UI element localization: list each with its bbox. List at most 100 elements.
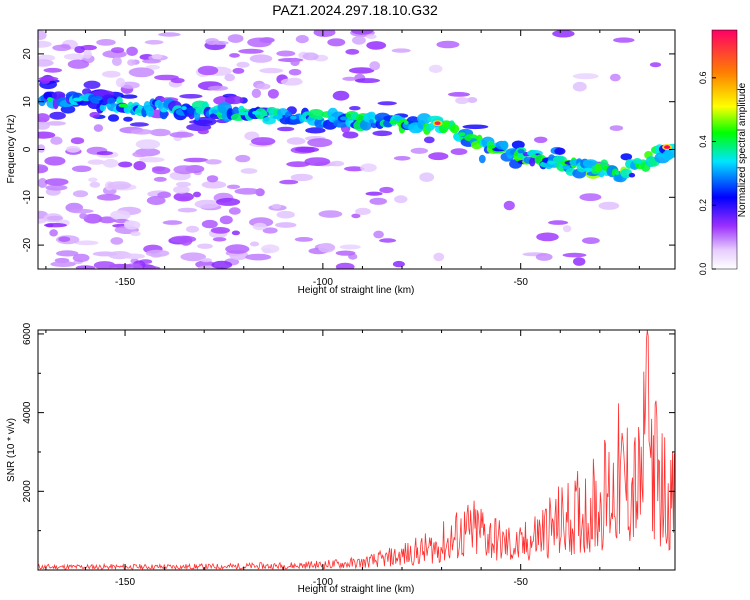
noise-blob <box>38 113 50 123</box>
noise-blob <box>170 77 185 84</box>
noise-blob <box>38 40 52 48</box>
noise-blob <box>197 243 213 249</box>
noise-blob <box>318 242 336 253</box>
noise-blob <box>377 101 397 106</box>
ridge-core <box>614 171 620 176</box>
noise-blob <box>211 260 233 269</box>
noise-blob <box>44 178 69 186</box>
noise-blob <box>179 235 193 246</box>
noise-blob <box>228 207 241 215</box>
noise-blob <box>259 67 284 74</box>
noise-blob <box>38 59 54 67</box>
noise-blob <box>145 249 170 257</box>
noise-blob <box>552 30 575 38</box>
noise-blob <box>379 238 397 243</box>
noise-blob <box>256 83 271 90</box>
ridge-blob <box>417 113 432 125</box>
noise-blob <box>50 261 76 267</box>
noise-blob <box>96 39 116 46</box>
noise-blob <box>63 53 85 60</box>
ridge-core <box>47 97 53 102</box>
ridge-core <box>181 106 187 111</box>
noise-blob <box>130 129 153 135</box>
noise-blob <box>173 192 194 202</box>
noise-blob <box>205 38 220 45</box>
noise-blob <box>43 213 63 223</box>
noise-blob <box>372 130 393 137</box>
noise-blob <box>107 181 132 190</box>
snr-axis-ticks: -150 -100 -50 2000 4000 6000 <box>22 322 675 588</box>
noise-blob <box>313 30 336 37</box>
ridge-core <box>72 97 83 102</box>
noise-blob <box>121 94 138 99</box>
noise-blob <box>96 194 121 201</box>
ridge-core <box>562 165 571 170</box>
noise-blob <box>277 126 295 132</box>
noise-blob <box>72 253 90 263</box>
noise-blob <box>548 220 569 225</box>
noise-blob <box>290 57 300 67</box>
ridge-core <box>340 116 348 121</box>
noise-blob <box>93 124 104 132</box>
noise-blob <box>225 244 250 254</box>
noise-blob <box>535 253 553 261</box>
noise-blob <box>393 156 411 161</box>
noise-blob <box>562 225 572 233</box>
noise-blob <box>433 252 445 262</box>
noise-blob <box>162 220 183 225</box>
noise-blob <box>379 186 394 194</box>
noise-blob <box>111 47 125 54</box>
noise-blob <box>355 207 371 215</box>
noise-blob <box>503 200 515 211</box>
noise-blob <box>419 172 435 182</box>
noise-blob <box>194 199 220 209</box>
noise-blob <box>436 40 460 49</box>
noise-blob <box>58 236 71 242</box>
noise-blob <box>247 37 272 48</box>
noise-blob <box>67 59 90 69</box>
noise-blob <box>391 48 411 53</box>
noise-blob <box>226 184 241 189</box>
noise-blob <box>109 263 129 269</box>
noise-blob <box>234 188 261 195</box>
noise-blob <box>153 176 167 182</box>
noise-blob <box>288 68 302 76</box>
noise-blob <box>355 78 380 84</box>
noise-blob <box>249 241 260 247</box>
noise-blob <box>157 191 172 199</box>
x-tick-label: -150 <box>115 277 135 288</box>
noise-blob <box>52 44 72 51</box>
ridge-core <box>657 153 666 158</box>
noise-blob <box>428 152 449 161</box>
chart-title: PAZ1.2024.297.18.10.G32 <box>272 2 438 18</box>
ridge-core <box>252 110 261 115</box>
noise-blob <box>177 207 197 213</box>
noise-blob <box>279 179 299 185</box>
ridge-core <box>636 159 642 164</box>
noise-blob <box>45 121 66 126</box>
spectrogram-heat-layer <box>38 30 675 269</box>
noise-blob <box>332 90 350 101</box>
noise-blob <box>609 125 624 131</box>
noise-blob <box>245 253 272 261</box>
ridge-core <box>239 111 249 116</box>
noise-blob <box>342 76 358 81</box>
noise-blob <box>231 230 240 236</box>
noise-blob <box>151 53 163 60</box>
noise-blob <box>235 154 251 163</box>
colorbar-label: Normalized spectral amplitude <box>737 82 748 217</box>
noise-blob <box>38 164 49 174</box>
noise-blob <box>173 165 196 175</box>
ridge-core <box>531 154 537 159</box>
noise-blob <box>351 213 361 219</box>
noise-blob <box>286 137 306 145</box>
noise-blob <box>360 163 377 172</box>
noise-blob <box>219 215 233 225</box>
spectrogram-ylabel: Frequency (Hz) <box>6 115 17 184</box>
noise-blob <box>294 146 320 153</box>
noise-blob <box>365 34 377 39</box>
noise-blob <box>200 258 212 263</box>
noise-blob <box>216 197 241 206</box>
x-tick-label: -50 <box>513 577 528 588</box>
